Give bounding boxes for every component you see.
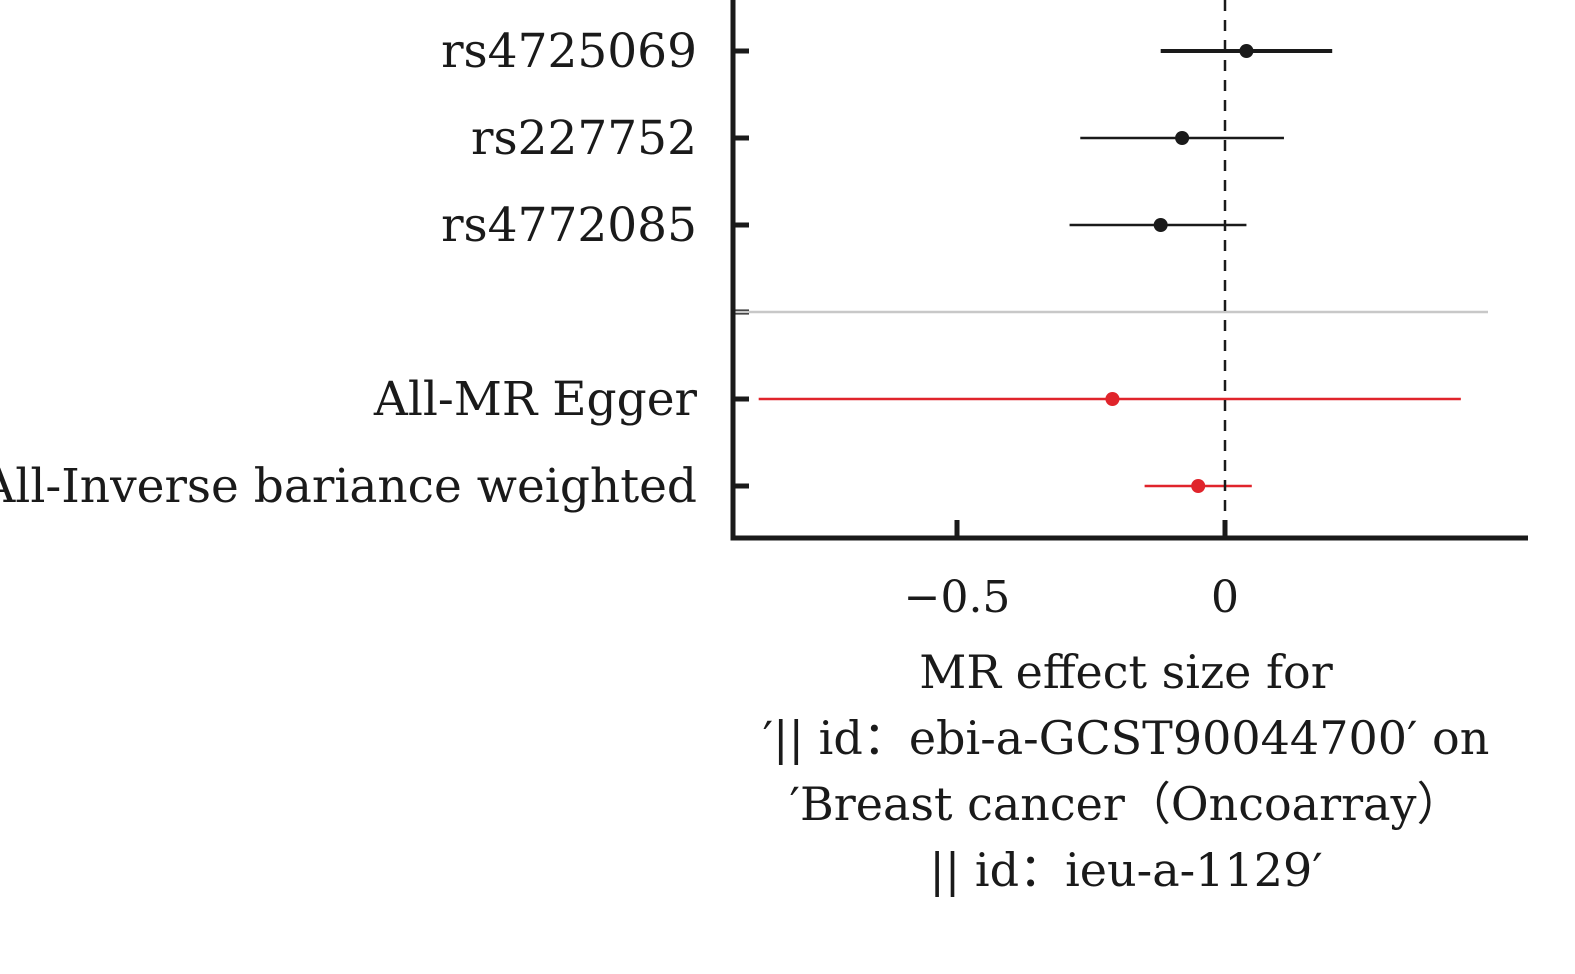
row-label: All-MR Egger [373,372,698,427]
x-axis-label-line: MR effect size for [919,645,1332,699]
point-estimate [1175,131,1190,145]
x-axis-label-line: ′|| id：ebi-a-GCST90044700′ on [763,711,1490,765]
x-axis-label-line: || id：ieu-a-1129′ [929,843,1322,897]
forest-rows: rs4725069 rs227752 rs4772085 All-MR Egger Al… [0,24,1488,514]
row-label: rs4725069 [441,24,697,79]
point-estimate [1153,218,1168,232]
row-label: All-Inverse bariance weighted [0,459,697,514]
point-estimate [1105,392,1120,406]
point-estimate [1191,479,1206,493]
x-axis-label-line: ′Breast cancer（Oncoarray） [790,777,1463,831]
axes [730,0,1528,541]
x-axis-ticks: −0.5 0 [904,520,1239,623]
x-tick-label: 0 [1211,572,1239,623]
x-axis-label: MR effect size for ′|| id：ebi-a-GCST90044… [763,645,1490,897]
point-estimate [1239,44,1254,58]
x-tick-label: −0.5 [904,572,1011,623]
row-label: rs227752 [471,111,697,166]
row-label: rs4772085 [441,198,697,253]
